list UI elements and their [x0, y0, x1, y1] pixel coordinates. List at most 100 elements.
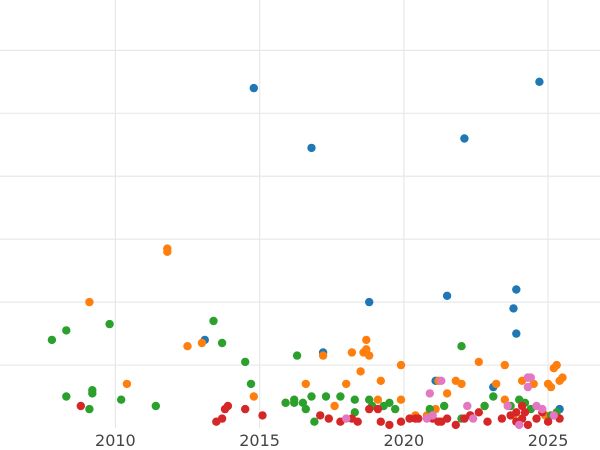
data-point-series-4 — [324, 414, 333, 423]
data-point-series-3 — [62, 392, 71, 401]
data-point-series-3 — [290, 398, 299, 407]
data-point-series-4 — [385, 420, 394, 430]
data-point-series-3 — [489, 392, 498, 401]
data-point-series-4 — [241, 404, 250, 414]
data-point-series-4 — [217, 414, 227, 423]
data-point-series-4 — [373, 404, 383, 414]
data-point-series-4 — [434, 417, 443, 426]
data-point-series-3 — [117, 395, 126, 404]
data-point-series-2 — [183, 342, 192, 351]
data-point-series-5 — [437, 376, 446, 385]
data-point-series-3 — [298, 398, 308, 407]
x-tick-label: 2025 — [528, 431, 569, 450]
data-point-series-5 — [428, 411, 437, 420]
data-point-series-2 — [376, 376, 385, 385]
data-point-series-3 — [425, 404, 434, 414]
data-point-series-2 — [85, 297, 94, 307]
data-point-series-2 — [500, 395, 509, 404]
data-point-series-2 — [362, 335, 371, 345]
data-point-series-3 — [385, 398, 394, 407]
data-point-series-3 — [151, 401, 160, 411]
data-point-series-1 — [509, 304, 518, 313]
data-point-series-4 — [76, 401, 86, 411]
data-point-series-4 — [316, 411, 325, 420]
data-point-series-2 — [249, 392, 258, 401]
data-point-series-4 — [223, 401, 233, 411]
data-point-series-3 — [365, 395, 374, 404]
data-point-series-4 — [483, 417, 492, 426]
data-point-series-4 — [517, 414, 527, 423]
data-point-series-4 — [517, 401, 527, 411]
data-point-series-5 — [503, 401, 512, 411]
data-point-series-2 — [457, 379, 466, 389]
data-point-series-2 — [318, 351, 328, 360]
data-point-series-3 — [440, 401, 449, 411]
data-point-series-5 — [526, 373, 535, 382]
data-point-series-1 — [442, 291, 452, 300]
data-point-series-2 — [396, 360, 406, 370]
data-point-series-3 — [307, 392, 316, 401]
data-point-series-3 — [85, 404, 94, 414]
data-point-series-2 — [492, 379, 501, 389]
data-point-series-2 — [373, 395, 383, 404]
x-tick-label: 2015 — [239, 431, 280, 450]
data-point-series-4 — [497, 414, 507, 423]
data-point-series-4 — [396, 417, 406, 426]
data-point-series-2 — [558, 373, 567, 382]
data-point-series-2 — [431, 404, 440, 414]
data-point-series-3 — [350, 395, 359, 404]
data-point-series-3 — [241, 357, 250, 367]
data-point-series-3 — [301, 404, 310, 414]
data-point-series-4 — [414, 414, 423, 423]
data-point-series-2 — [396, 395, 406, 404]
data-point-series-2 — [301, 379, 310, 389]
data-point-series-5 — [342, 414, 351, 423]
data-point-series-2 — [474, 357, 483, 367]
data-point-series-2 — [359, 348, 368, 357]
data-point-series-5 — [515, 420, 524, 430]
data-point-series-5 — [523, 382, 533, 392]
data-point-series-2 — [197, 338, 207, 348]
data-point-series-4 — [523, 420, 533, 430]
data-point-series-2 — [122, 379, 132, 389]
data-point-series-3 — [47, 335, 57, 345]
data-point-series-4 — [405, 414, 414, 423]
data-point-series-1 — [512, 329, 521, 338]
data-point-series-2 — [442, 389, 452, 398]
data-point-series-3 — [310, 417, 319, 426]
data-point-series-4 — [532, 414, 541, 423]
x-tick-labels: 2010 2015 2020 2025 — [95, 431, 568, 450]
data-point-series-4 — [520, 408, 530, 417]
data-point-series-2 — [546, 382, 556, 392]
data-point-series-3 — [457, 342, 466, 351]
data-point-series-2 — [163, 247, 172, 256]
data-point-series-1 — [307, 143, 316, 153]
data-point-series-5 — [549, 411, 558, 420]
data-point-series-2 — [500, 360, 509, 370]
data-point-series-3 — [292, 351, 302, 360]
data-point-series-5 — [468, 414, 478, 423]
data-point-series-1 — [460, 134, 469, 143]
data-point-series-2 — [356, 367, 365, 376]
data-point-series-4 — [451, 420, 460, 430]
data-point-series-5 — [425, 389, 434, 398]
data-point-series-4 — [442, 414, 452, 423]
data-point-series-2 — [347, 348, 357, 357]
data-point-series-1 — [535, 77, 544, 87]
data-point-series-3 — [480, 401, 489, 411]
data-point-series-3 — [246, 379, 256, 389]
x-tick-label: 2020 — [383, 431, 424, 450]
data-point-series-3 — [321, 392, 331, 401]
data-point-series-3 — [88, 386, 97, 395]
data-point-series-1 — [249, 83, 258, 93]
data-point-series-4 — [365, 404, 374, 414]
data-point-series-4 — [353, 417, 362, 426]
data-point-series-5 — [538, 404, 547, 414]
data-point-series-2 — [342, 379, 351, 389]
data-point-series-1 — [512, 285, 521, 294]
grid-lines — [0, 0, 600, 428]
data-point-series-5 — [463, 401, 472, 411]
data-point-series-3 — [217, 338, 227, 348]
data-point-series-3 — [105, 319, 114, 329]
